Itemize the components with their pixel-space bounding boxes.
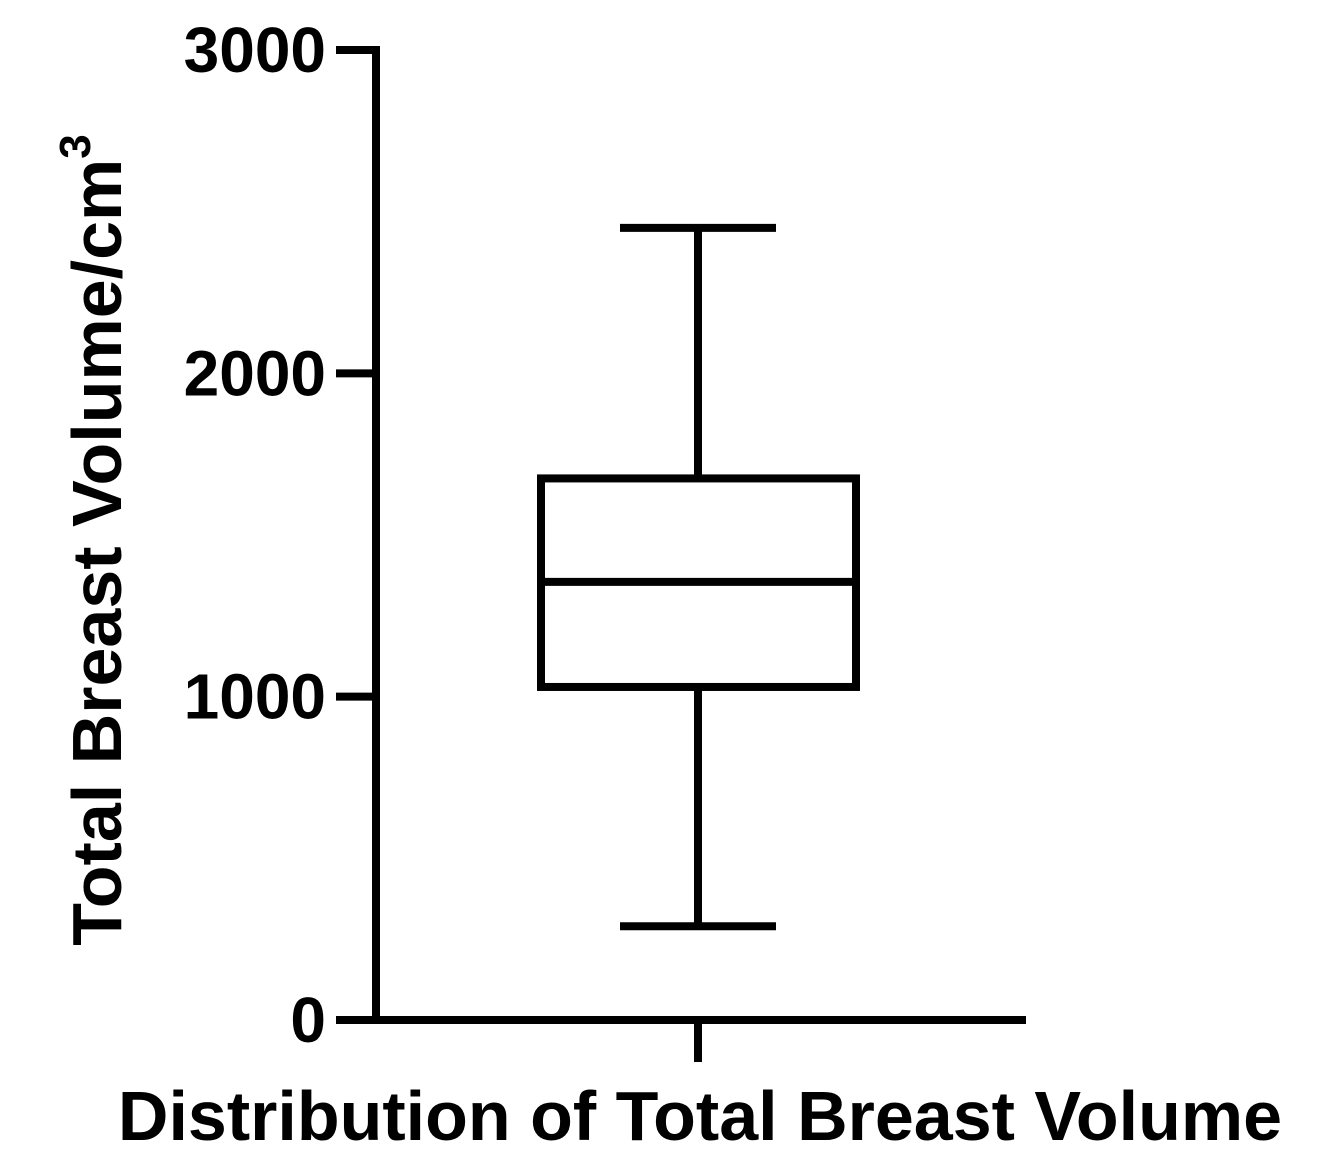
tick-labels: 0 1000 2000 3000 xyxy=(184,14,326,1056)
y-tick-label: 1000 xyxy=(184,661,326,733)
y-axis-label: Total Breast Volume/cm3 xyxy=(51,134,136,946)
axes xyxy=(336,46,1026,1062)
y-axis-label-superscript: 3 xyxy=(51,134,100,158)
y-tick-label: 0 xyxy=(290,984,326,1056)
y-tick-label: 3000 xyxy=(184,14,326,86)
y-tick-label: 2000 xyxy=(184,337,326,409)
x-axis-label: Distribution of Total Breast Volume xyxy=(118,1077,1282,1155)
box-plot xyxy=(537,223,860,931)
y-axis-label-text: Total Breast Volume/cm xyxy=(58,159,136,946)
